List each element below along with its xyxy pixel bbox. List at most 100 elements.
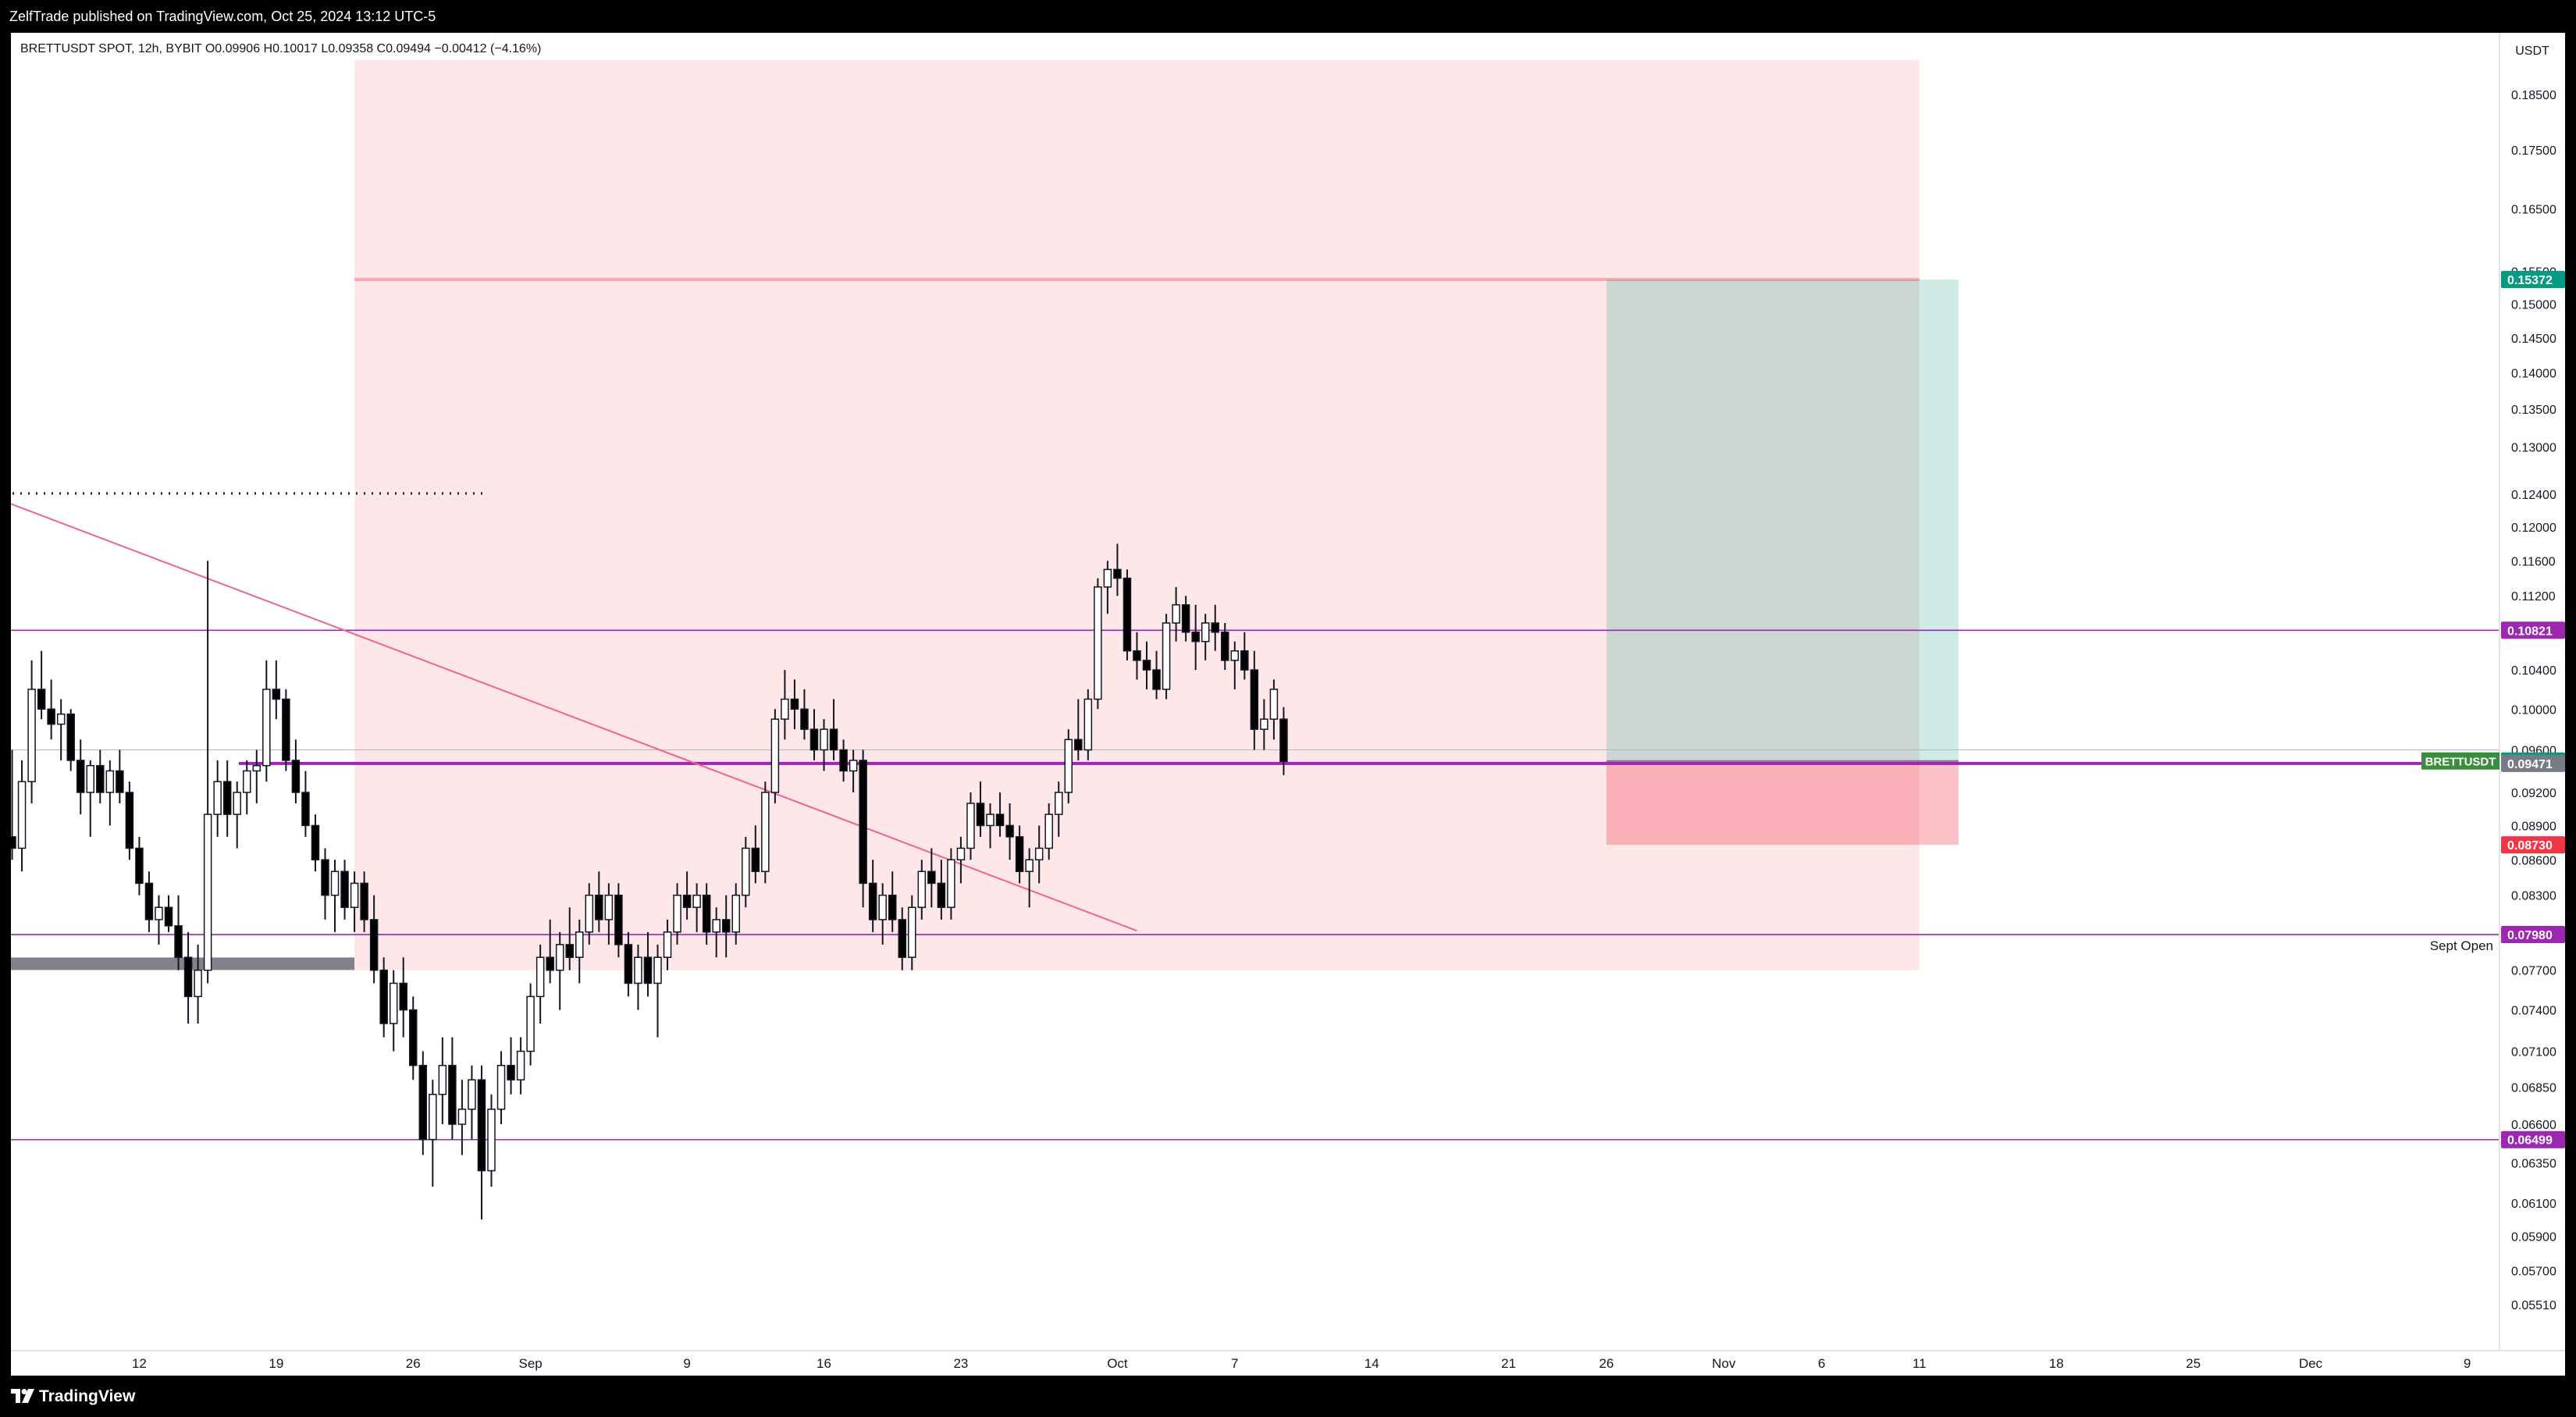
time-tick-10: 21 bbox=[1501, 1356, 1516, 1371]
descending-trendline bbox=[11, 503, 1137, 932]
candle-body bbox=[643, 956, 653, 984]
candle-body bbox=[448, 1064, 457, 1125]
candle-body bbox=[555, 944, 564, 971]
candle-11 bbox=[116, 749, 124, 803]
candle-body bbox=[751, 847, 760, 872]
candle-107 bbox=[1054, 781, 1063, 837]
price-tag-value: 0.09471 bbox=[2507, 758, 2553, 771]
candle-108 bbox=[1064, 729, 1073, 803]
candle-84 bbox=[829, 699, 838, 760]
time-tick-14: 11 bbox=[1912, 1356, 1927, 1371]
candles bbox=[11, 543, 1288, 1219]
candle-body bbox=[575, 931, 584, 958]
candle-body bbox=[1074, 739, 1083, 751]
price-tick-31: 0.05510 bbox=[2511, 1299, 2556, 1312]
candle-72 bbox=[712, 907, 720, 958]
candle-4 bbox=[47, 679, 55, 740]
candle-103 bbox=[1015, 825, 1024, 884]
price-tick-8: 0.13000 bbox=[2511, 442, 2556, 455]
candle-body bbox=[222, 781, 232, 815]
candle-body bbox=[673, 894, 681, 933]
candle-87 bbox=[859, 749, 867, 908]
candle-62 bbox=[614, 883, 623, 958]
candle-body bbox=[859, 760, 867, 885]
candle-18 bbox=[183, 931, 193, 1024]
price-tag-6: 0.06499 bbox=[2501, 1130, 2565, 1148]
candle-body bbox=[624, 944, 633, 984]
candle-body bbox=[1005, 824, 1014, 838]
position-stop-zone bbox=[1606, 760, 1959, 846]
candle-body bbox=[1201, 622, 1210, 643]
candle-58 bbox=[575, 919, 584, 984]
tradingview-logo[interactable]: TradingView bbox=[11, 1387, 135, 1406]
candle-body bbox=[976, 803, 985, 827]
candle-body bbox=[252, 764, 262, 772]
candle-body bbox=[1034, 847, 1044, 861]
price-tag-5: 0.07980 bbox=[2501, 926, 2565, 944]
symbol-info[interactable]: BRETTUSDT SPOT, 12h, BYBIT O0.09906 H0.1… bbox=[20, 42, 542, 55]
candle-body bbox=[116, 770, 124, 793]
candle-body bbox=[516, 1050, 525, 1081]
candle-body bbox=[56, 713, 66, 725]
price-tag-3: 0.09471 bbox=[2501, 754, 2565, 772]
candle-15 bbox=[155, 895, 163, 945]
candle-67 bbox=[663, 919, 672, 970]
candle-79 bbox=[781, 670, 789, 740]
candlestick-chart[interactable]: Sept OpenUSDT0.185000.175000.165000.1550… bbox=[11, 33, 2565, 1376]
symbol-tag-label: BRETTUSDT bbox=[2425, 756, 2496, 769]
candle-104 bbox=[1025, 848, 1034, 908]
candle-body bbox=[1064, 739, 1073, 793]
candle-body bbox=[135, 847, 144, 885]
candle-123 bbox=[1211, 604, 1219, 651]
candle-body bbox=[468, 1079, 476, 1110]
candle-body bbox=[86, 764, 95, 793]
candle-body bbox=[194, 969, 202, 998]
candle-body bbox=[155, 906, 163, 920]
candle-body bbox=[1172, 603, 1180, 624]
candle-body bbox=[702, 894, 711, 933]
candle-42 bbox=[418, 1051, 428, 1155]
candle-19 bbox=[194, 944, 202, 1024]
time-tick-11: 26 bbox=[1599, 1356, 1614, 1371]
candle-body bbox=[947, 859, 955, 908]
candle-body bbox=[243, 770, 251, 793]
price-tick-27: 0.06350 bbox=[2511, 1157, 2556, 1170]
price-tick-19: 0.08600 bbox=[2511, 854, 2556, 867]
candle-body bbox=[125, 792, 134, 849]
candle-body bbox=[272, 689, 281, 700]
candle-body bbox=[849, 760, 858, 772]
chart-area[interactable]: Sept OpenUSDT0.185000.175000.165000.1550… bbox=[11, 33, 2565, 1376]
candle-body bbox=[868, 882, 877, 920]
candle-body bbox=[966, 803, 975, 849]
candle-body bbox=[282, 698, 290, 761]
candle-9 bbox=[96, 749, 105, 803]
candle-body bbox=[888, 894, 897, 920]
candle-body bbox=[164, 906, 173, 927]
candle-99 bbox=[976, 781, 985, 837]
price-tick-26: 0.06600 bbox=[2511, 1119, 2556, 1132]
candle-body bbox=[27, 689, 36, 782]
candle-body bbox=[917, 870, 927, 908]
price-tick-28: 0.06100 bbox=[2511, 1198, 2556, 1211]
candle-body bbox=[839, 749, 848, 772]
candle-46 bbox=[457, 1080, 467, 1155]
candle-body bbox=[1152, 669, 1161, 690]
candle-78 bbox=[770, 709, 780, 803]
candle-106 bbox=[1044, 803, 1053, 860]
candle-body bbox=[1181, 603, 1190, 633]
candle-2 bbox=[27, 660, 36, 803]
candle-36 bbox=[360, 871, 368, 932]
time-tick-9: 14 bbox=[1364, 1356, 1379, 1371]
candle-body bbox=[174, 925, 183, 958]
candle-body bbox=[546, 956, 554, 971]
symbol-tag-bg bbox=[2421, 752, 2500, 770]
candle-body bbox=[770, 718, 780, 793]
price-tag-0: 0.15372 bbox=[2501, 271, 2565, 289]
candle-125 bbox=[1230, 641, 1240, 689]
candle-17 bbox=[174, 895, 183, 970]
price-tick-0: 0.18500 bbox=[2511, 89, 2556, 102]
candle-63 bbox=[624, 931, 633, 997]
candle-body bbox=[438, 1064, 447, 1095]
candle-115 bbox=[1133, 632, 1141, 680]
candle-96 bbox=[947, 848, 955, 920]
